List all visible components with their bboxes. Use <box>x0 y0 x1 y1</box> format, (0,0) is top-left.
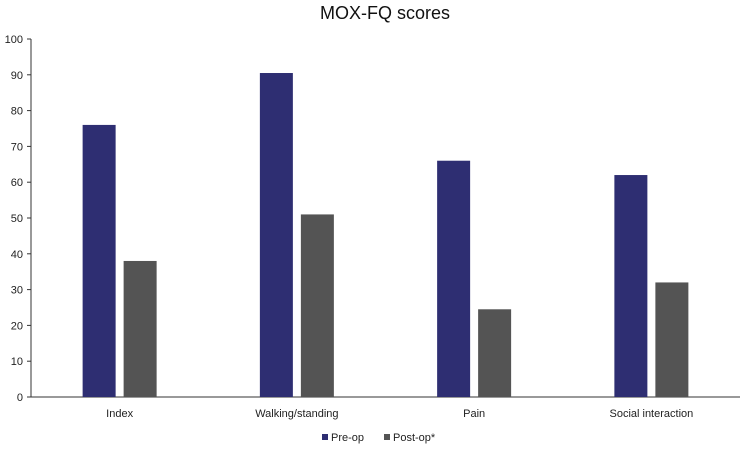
chart-title: MOX-FQ scores <box>320 3 450 23</box>
x-category-label: Index <box>106 408 133 420</box>
bar-pre-op <box>437 160 471 397</box>
legend-label: Post-op* <box>393 432 436 444</box>
bar-post-op <box>123 260 157 397</box>
y-tick-label: 50 <box>11 213 23 225</box>
y-tick-label: 40 <box>11 249 23 261</box>
legend-swatch <box>384 434 390 440</box>
y-axis: 0 10 20 30 40 50 60 70 80 90 100 <box>5 34 32 404</box>
y-tick-label: 30 <box>11 285 23 297</box>
y-tick-label: 60 <box>11 177 23 189</box>
y-tick-label: 100 <box>5 34 23 46</box>
legend-swatch <box>322 434 328 440</box>
bar-post-op <box>478 309 512 397</box>
bar-series-group <box>82 73 689 398</box>
legend-label: Pre-op <box>331 432 364 444</box>
bar-pre-op <box>82 124 116 398</box>
bar-post-op <box>300 214 334 397</box>
y-tick-label: 90 <box>11 70 23 82</box>
y-tick-label: 20 <box>11 320 23 332</box>
y-tick-label: 70 <box>11 141 23 153</box>
y-tick-label: 80 <box>11 106 23 118</box>
y-tick-label: 10 <box>11 356 23 368</box>
bar-post-op <box>655 282 689 397</box>
legend: Pre-op Post-op* <box>322 432 436 444</box>
bar-pre-op <box>614 175 648 397</box>
x-axis: Index Walking/standing Pain Social interact… <box>31 396 740 420</box>
x-category-label: Social interaction <box>609 408 693 420</box>
y-tick-label: 0 <box>17 392 23 404</box>
x-category-label: Walking/standing <box>255 408 338 420</box>
bar-pre-op <box>259 73 293 397</box>
x-category-label: Pain <box>463 408 485 420</box>
